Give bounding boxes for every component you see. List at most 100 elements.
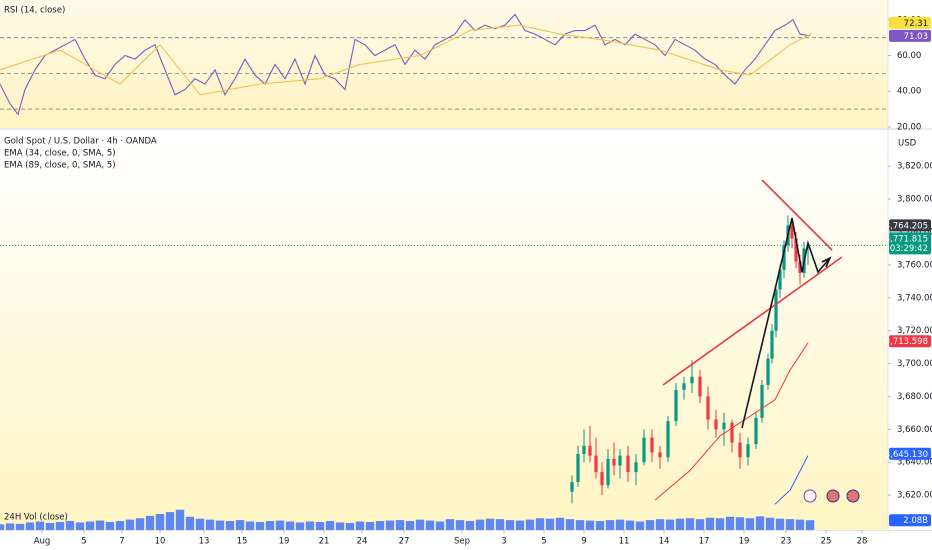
volume-bar (525, 519, 535, 530)
volume-bar (345, 522, 355, 530)
candle-body (738, 442, 742, 458)
candle-body (582, 445, 586, 455)
x-tick-label: 24 (357, 537, 368, 547)
x-tick-label: 10 (155, 537, 166, 547)
volume-bar (755, 516, 765, 530)
x-tick-label: 23 (781, 537, 792, 547)
candle-body (790, 225, 794, 239)
volume-bar (425, 520, 435, 530)
candle-body (650, 437, 654, 453)
volume-bar (0, 524, 5, 530)
event-icon[interactable] (803, 489, 817, 503)
candle-body (766, 358, 770, 385)
volume-bar (185, 516, 195, 530)
candle-body (722, 422, 726, 430)
y-tick-label: 3,620.000 (897, 491, 932, 501)
volume-bar (585, 520, 595, 530)
volume-bar (805, 520, 815, 530)
volume-bar (285, 521, 295, 530)
legend-entry: EMA (34, close, 0, SMA, 5) (4, 149, 116, 159)
volume-bar (435, 521, 445, 530)
volume-plot (0, 509, 815, 530)
x-tick-label: 7 (119, 537, 124, 547)
x-tick-label: 9 (581, 537, 586, 547)
volume-bar (515, 520, 525, 530)
volume-bar (75, 522, 85, 530)
volume-bar (235, 520, 245, 530)
volume-bar (765, 517, 775, 530)
y-tick-label: 3,700.000 (897, 359, 932, 369)
volume-bar (445, 519, 455, 530)
volume-bar (785, 519, 795, 530)
price-title: Gold Spot / U.S. Dollar · 4h · OANDA (4, 137, 157, 147)
rsi-title: RSI (14, close) (4, 6, 65, 16)
rsi-pane (0, 0, 888, 128)
volume-bar (595, 521, 605, 530)
volume-bar (55, 521, 65, 530)
badge-label: 3,771.815 (885, 234, 928, 244)
event-icon[interactable] (846, 489, 860, 503)
volume-bar (295, 522, 305, 530)
volume-bar (495, 519, 505, 530)
series-line (654, 342, 809, 501)
candle-body (666, 421, 670, 458)
volume-title: 24H Vol (close) (4, 513, 68, 523)
x-tick-label: 27 (399, 537, 410, 547)
volume-bar (465, 521, 475, 530)
x-tick-label: 21 (319, 537, 330, 547)
event-icon[interactable] (826, 489, 840, 503)
volume-bar (635, 521, 645, 530)
candle-body (706, 396, 710, 420)
y-tick-label: 3,740.000 (897, 293, 932, 303)
x-tick-label: 19 (279, 537, 290, 547)
x-tick-label: 5 (81, 537, 86, 547)
arrow-head (821, 256, 832, 268)
volume-bar (475, 519, 485, 530)
volume-bar (745, 518, 755, 530)
candle-body (698, 376, 702, 397)
series-line (0, 24, 813, 96)
y-tick-label: 3,800.000 (897, 195, 932, 205)
x-tick-label: 15 (237, 537, 248, 547)
rsi-plot (0, 13, 888, 116)
drawings (662, 179, 843, 429)
candle-body (626, 455, 630, 473)
volume-bar (355, 521, 365, 530)
candle-body (570, 481, 574, 492)
volume-bar (95, 520, 105, 530)
x-tick-label: Sep (454, 537, 470, 547)
x-tick-label: 11 (619, 537, 630, 547)
volume-bar (275, 520, 285, 530)
price-badge (889, 29, 931, 42)
candle-body (634, 462, 638, 473)
price-badge (889, 232, 931, 255)
y-tick-label: 3,680.000 (897, 392, 932, 402)
y-tick-label: 20.00 (897, 122, 921, 132)
trend-line (761, 179, 833, 251)
badge-label: 3,713.598 (885, 337, 928, 347)
volume-bar (215, 520, 225, 530)
volume-bar (505, 520, 515, 530)
volume-bar (615, 519, 625, 530)
volume-bar (565, 519, 575, 530)
volume-bar (625, 520, 635, 530)
volume-bar (25, 522, 35, 530)
volume-bar (175, 509, 185, 530)
volume-bar (225, 521, 235, 530)
volume-bar (535, 518, 545, 530)
volume-bar (365, 521, 375, 530)
candle-body (778, 269, 782, 290)
volume-bar (665, 519, 675, 530)
x-tick-label: 25 (821, 537, 832, 547)
volume-bar (415, 519, 425, 530)
volume-bar (115, 521, 125, 530)
volume-bar (685, 518, 695, 530)
volume-bar (335, 522, 345, 530)
price-badge (889, 16, 931, 29)
volume-bar (695, 519, 705, 530)
volume-bar (645, 520, 655, 530)
candle-body (594, 455, 598, 473)
volume-bar (325, 521, 335, 530)
candle-body (690, 376, 694, 384)
x-tick-label: 19 (739, 537, 750, 547)
